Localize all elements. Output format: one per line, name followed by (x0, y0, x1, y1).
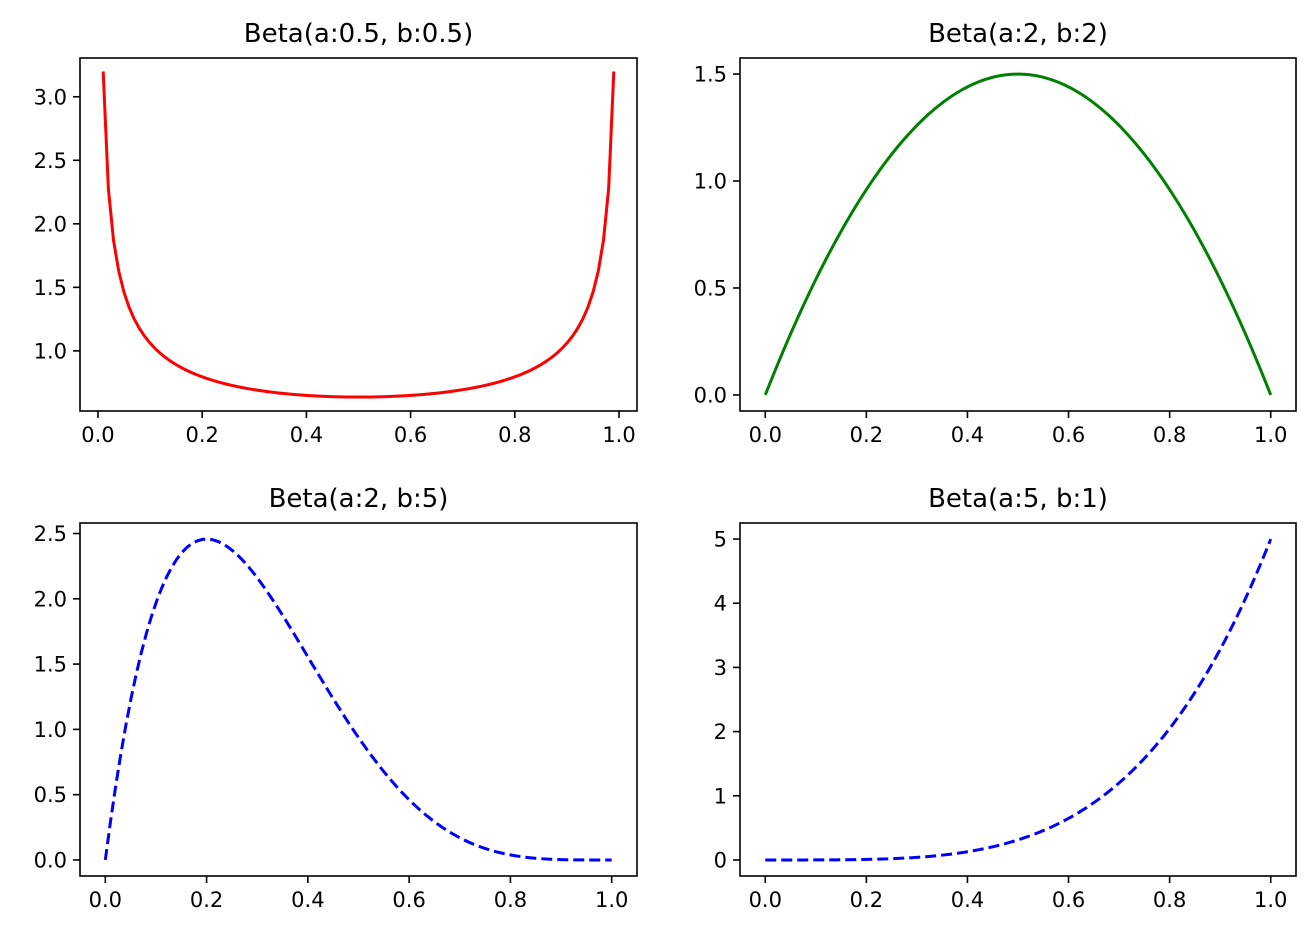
y-tick-label: 2 (714, 720, 727, 744)
x-tick-label: 0.4 (290, 423, 323, 447)
series-line (101, 71, 616, 399)
subplot-title: Beta(a:2, b:5) (269, 484, 449, 514)
x-tick-label: 0.0 (81, 423, 114, 447)
y-tick-label: 0.5 (694, 276, 727, 300)
x-tick-label: 0.0 (749, 888, 782, 912)
x-tick-label: 0.6 (394, 423, 427, 447)
x-tick-label: 0.6 (392, 888, 425, 912)
x-tick-label: 0.0 (89, 888, 122, 912)
x-tick-label: 0.2 (185, 423, 218, 447)
y-tick-label: 2.0 (34, 212, 67, 236)
y-tick-label: 5 (714, 528, 727, 552)
x-tick-label: 0.8 (1153, 888, 1186, 912)
axes-frame (739, 57, 1297, 412)
series-line (765, 538, 1273, 862)
y-tick-label: 0.0 (34, 848, 67, 872)
series-line (103, 537, 612, 862)
x-tick-label: 0.6 (1052, 888, 1085, 912)
subplot-beta-0.5-0.5: Beta(a:0.5, b:0.5) 0.0 0.2 0.4 0.6 0.8 1.0 1.0… (34, 19, 638, 447)
y-tick-label: 1.5 (694, 63, 727, 87)
y-tick-label: 2.5 (34, 522, 67, 546)
y-tick-label: 2.0 (34, 587, 67, 611)
axes-frame (79, 57, 638, 412)
x-tick-label: 0.4 (291, 888, 324, 912)
subplot-beta-2-2: Beta(a:2, b:2) 0.0 0.2 0.4 0.6 0.8 1.0 0.0 0.5 1… (694, 19, 1297, 447)
y-tick-label: 0.5 (34, 783, 67, 807)
y-tick-label: 2.5 (34, 149, 67, 173)
subplot-title: Beta(a:0.5, b:0.5) (244, 19, 473, 49)
y-tick-label: 3 (714, 656, 727, 680)
x-tick-label: 0.2 (850, 423, 883, 447)
x-tick-label: 1.0 (1254, 423, 1287, 447)
x-tick-label: 1.0 (602, 423, 635, 447)
x-tick-label: 0.8 (494, 888, 527, 912)
axes-frame (739, 522, 1297, 877)
y-tick-label: 1.0 (694, 170, 727, 194)
y-tick-label: 1.5 (34, 276, 67, 300)
x-tick-label: 0.6 (1052, 423, 1085, 447)
y-tick-label: 0.0 (694, 383, 727, 407)
x-tick-label: 0.2 (850, 888, 883, 912)
y-tick-label: 0 (714, 848, 727, 872)
x-tick-label: 0.4 (951, 888, 984, 912)
y-tick-label: 4 (714, 592, 727, 616)
x-tick-label: 0.8 (498, 423, 531, 447)
y-tick-label: 1.0 (34, 718, 67, 742)
subplot-title: Beta(a:5, b:1) (928, 484, 1108, 514)
x-tick-label: 1.0 (595, 888, 628, 912)
x-tick-label: 0.8 (1153, 423, 1186, 447)
subplot-title: Beta(a:2, b:2) (928, 19, 1108, 49)
axes-frame (79, 522, 638, 877)
y-tick-label: 1.5 (34, 653, 67, 677)
subplot-beta-5-1: Beta(a:5, b:1) 0.0 0.2 0.4 0.6 0.8 1.0 0 1 2 3 4 5 (714, 484, 1297, 912)
x-tick-label: 0.0 (749, 423, 782, 447)
x-tick-label: 1.0 (1254, 888, 1287, 912)
y-tick-label: 3.0 (34, 85, 67, 109)
y-tick-label: 1 (714, 784, 727, 808)
subplot-beta-2-5: Beta(a:2, b:5) 0.0 0.2 0.4 0.6 0.8 1.0 0.0 0.5 1… (34, 484, 638, 912)
x-tick-label: 0.4 (951, 423, 984, 447)
y-tick-label: 1.0 (34, 339, 67, 363)
series-line (763, 72, 1273, 396)
x-tick-label: 0.2 (190, 888, 223, 912)
